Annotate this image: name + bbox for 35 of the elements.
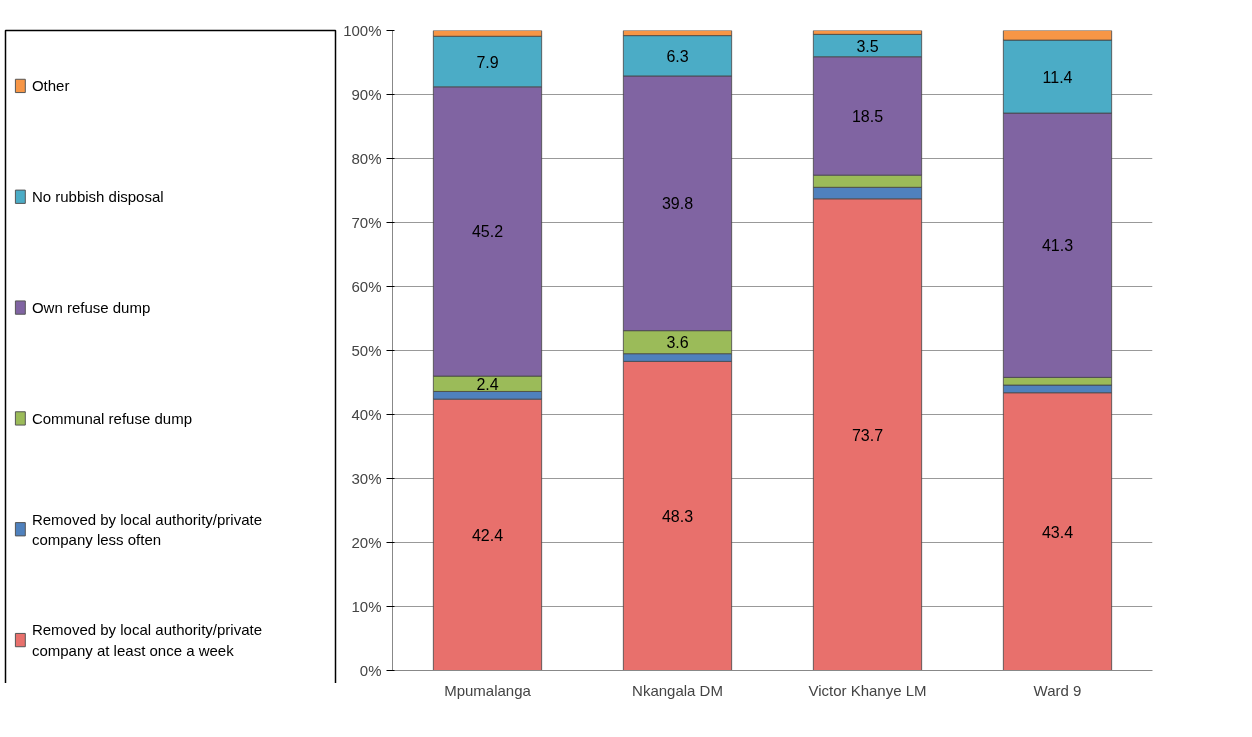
x-tick-label: Ward 9 [1033, 681, 1082, 699]
y-tick-label: 30% [351, 470, 382, 487]
y-tick-label: 20% [351, 534, 382, 551]
data-label: 45.2 [471, 223, 504, 241]
data-label: 41.3 [1041, 237, 1074, 255]
data-label: 3.5 [856, 37, 879, 55]
y-tick-label: 40% [351, 406, 382, 423]
data-label: 7.9 [476, 53, 499, 71]
legend-label: Removed by local authority/private company at least once a week [31, 621, 263, 659]
data-label: 3.6 [666, 334, 689, 352]
data-label: 11.4 [1042, 68, 1073, 86]
data-label: 18.5 [851, 107, 884, 125]
legend-label: Communal refuse dump [31, 409, 192, 427]
x-tick-label: Mpumalanga [444, 681, 532, 699]
y-tick-label: 80% [351, 150, 382, 167]
legend-label: Own refuse dump [31, 299, 151, 317]
legend-label: Removed by local authority/private company less often [31, 510, 263, 548]
data-label: 43.4 [1041, 523, 1074, 541]
x-tick-label: Nkangala DM [632, 681, 723, 699]
y-tick-label: 60% [351, 278, 382, 295]
y-tick-label: 70% [351, 214, 382, 231]
x-tick-label: Victor Khanye LM [808, 681, 927, 699]
y-tick-label: 50% [351, 342, 382, 359]
y-tick-label: 100% [343, 22, 382, 39]
data-label: 6.3 [666, 47, 689, 65]
legend-label: No rubbish disposal [31, 188, 164, 206]
data-label: 39.8 [661, 195, 694, 213]
y-tick-label: 0% [359, 662, 382, 679]
data-label: 42.4 [471, 526, 504, 544]
y-tick-label: 10% [351, 598, 382, 615]
legend-label: Other [31, 77, 70, 95]
data-label: 48.3 [661, 507, 694, 525]
data-label: 2.4 [476, 375, 499, 393]
data-label: 73.7 [851, 426, 884, 444]
y-tick-label: 90% [351, 86, 382, 103]
